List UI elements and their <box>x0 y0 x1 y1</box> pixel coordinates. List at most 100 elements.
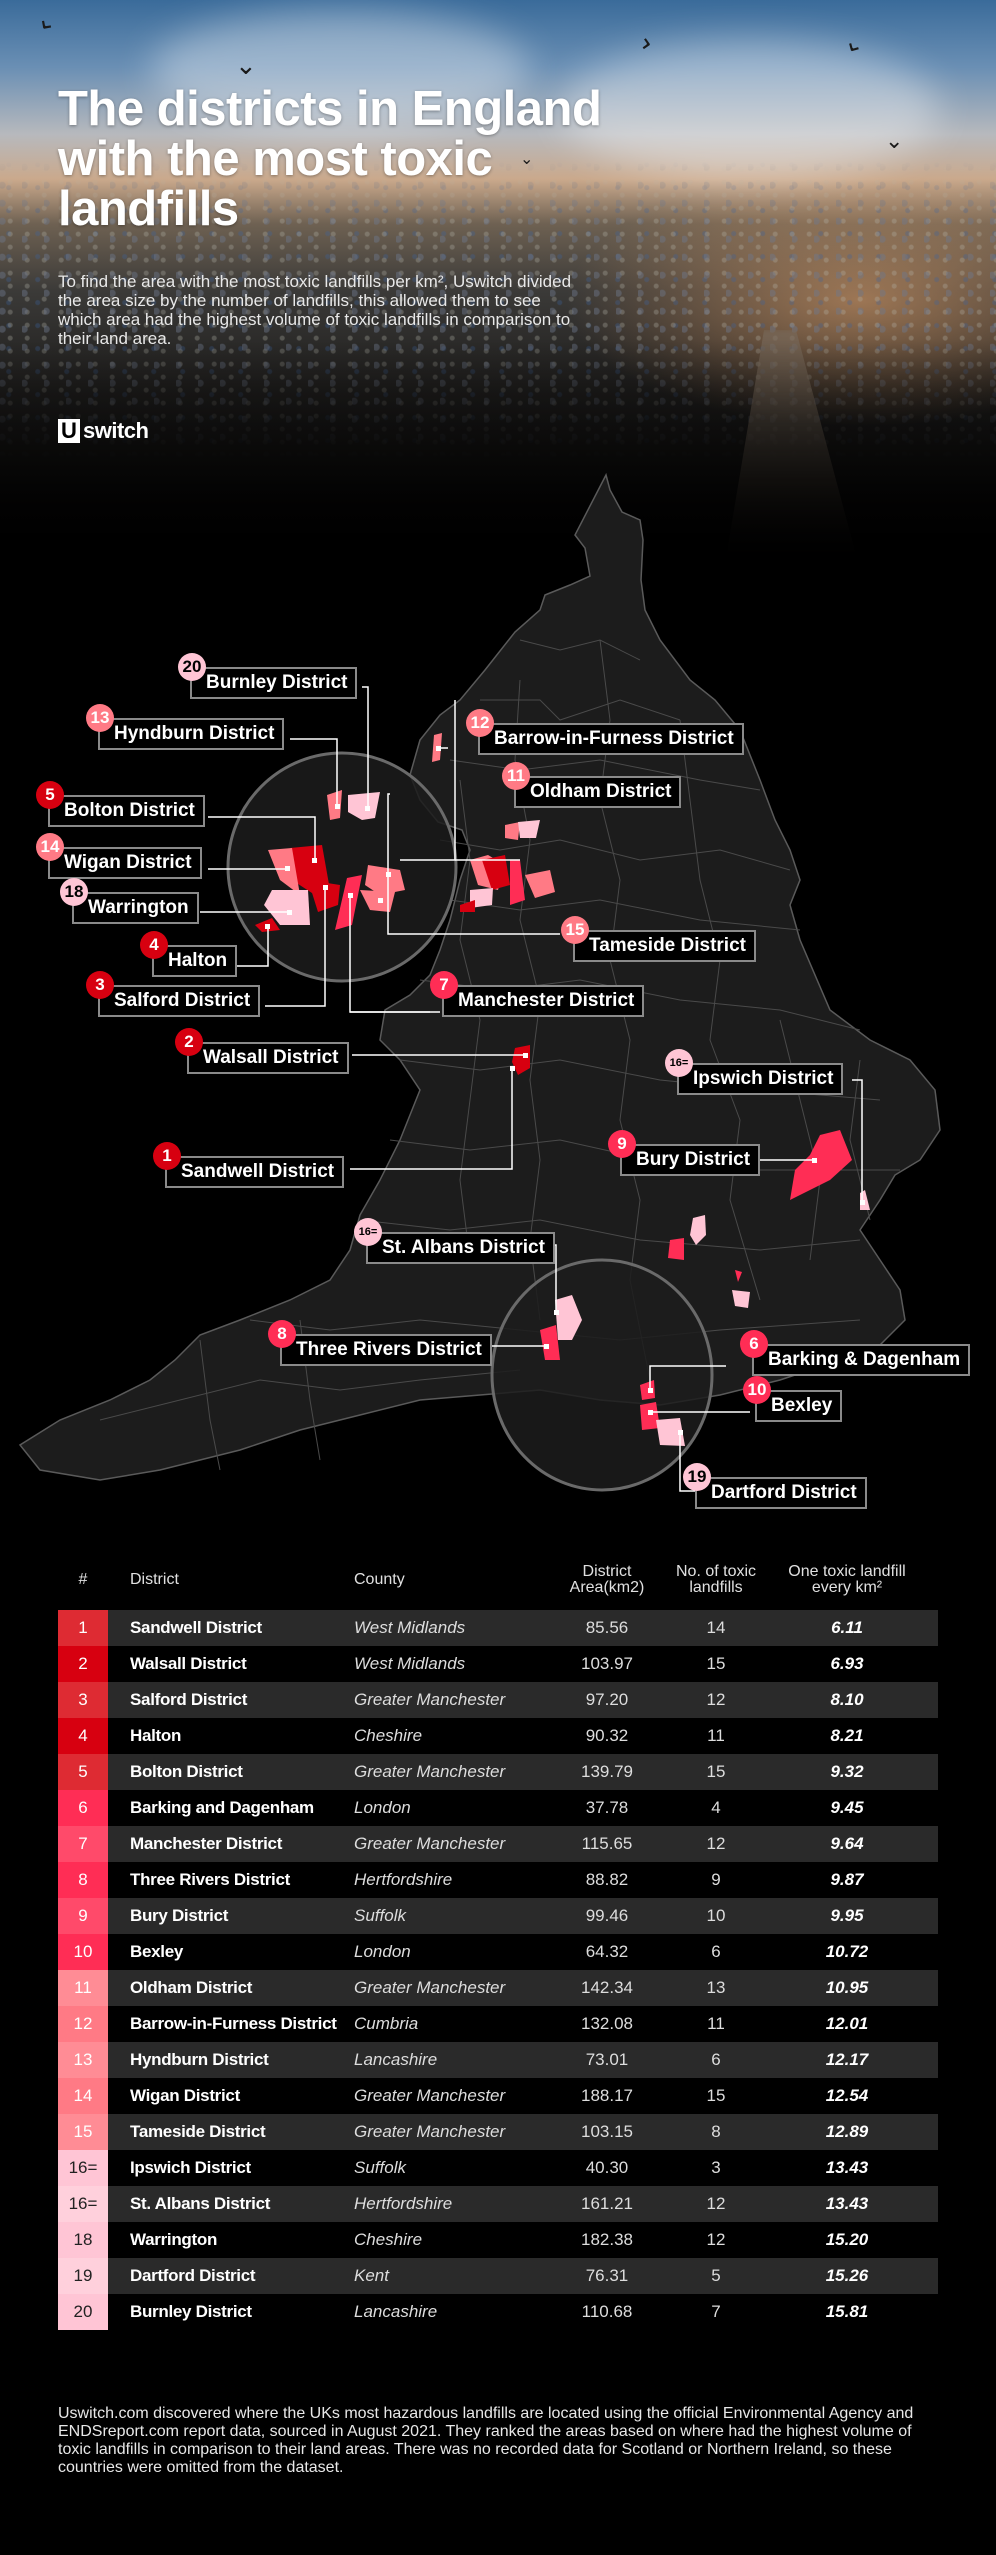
hero-image: ⌄ ⌄ ⌄ ⌄ ⌄ ⌄ <box>0 0 996 560</box>
rank-badge: 15 <box>561 916 589 944</box>
county-cell: Cumbria <box>354 2014 419 2033</box>
area-cell: 64.32 <box>585 1942 629 1961</box>
callout-label: Three Rivers District <box>280 1334 492 1366</box>
callout-salford[interactable]: 3 Salford District <box>86 971 261 1017</box>
count-cell: 15 <box>706 1654 726 1673</box>
county-cell: Cheshire <box>354 2230 423 2249</box>
per-km-cell: 15.20 <box>825 2230 869 2249</box>
rank-cell: 16= <box>58 2186 108 2222</box>
header-per-line2: every km² <box>811 1579 883 1596</box>
county-cell: Cheshire <box>354 1726 423 1745</box>
callout-label: Walsall District <box>187 1042 349 1074</box>
callout-st-albans[interactable]: 16= St. Albans District <box>354 1218 555 1264</box>
rank-badge: 14 <box>36 833 64 861</box>
callout-barrow[interactable]: 12 Barrow-in-Furness District <box>466 709 744 755</box>
header-count-line1: No. of toxic <box>675 1563 757 1580</box>
per-km-cell: 8.10 <box>830 1690 864 1709</box>
rank-cell: 1 <box>58 1610 108 1646</box>
table-row: 8 Three Rivers District Hertfordshire 88.82… <box>58 1862 938 1898</box>
rank-cell: 9 <box>58 1898 108 1934</box>
rank-cell: 7 <box>58 1826 108 1862</box>
callout-dartford[interactable]: 19 Dartford District <box>683 1463 867 1509</box>
county-cell: Greater Manchester <box>354 1690 506 1709</box>
table-row: 16= Ipswich District Suffolk 40.30 3 13.43 <box>58 2150 938 2186</box>
intro-text: To find the area with the most toxic lan… <box>58 272 572 348</box>
callout-ipswich[interactable]: 16= Ipswich District <box>665 1049 844 1095</box>
callout-oldham[interactable]: 11 Oldham District <box>502 762 682 808</box>
rank-badge: 16= <box>665 1049 693 1077</box>
callout-wigan[interactable]: 14 Wigan District <box>36 833 202 879</box>
page-title: The districts in England with the most t… <box>58 82 602 236</box>
header-count: No. of toxic landfills <box>660 1564 772 1596</box>
county-cell: Greater Manchester <box>354 2122 506 2141</box>
uswitch-logo: U switch <box>58 418 149 444</box>
count-cell: 12 <box>706 2230 726 2249</box>
header-area-line1: District <box>582 1563 632 1580</box>
rank-badge: 1 <box>153 1142 181 1170</box>
county-cell: West Midlands <box>354 1618 466 1637</box>
area-cell: 37.78 <box>585 1798 629 1817</box>
callout-halton[interactable]: 4 Halton <box>140 931 238 977</box>
per-km-cell: 10.95 <box>825 1978 869 1997</box>
county-cell: Greater Manchester <box>354 1834 506 1853</box>
per-km-cell: 9.87 <box>830 1870 864 1889</box>
callout-tameside[interactable]: 15 Tameside District <box>561 916 756 962</box>
callout-warrington[interactable]: 18 Warrington <box>60 878 199 924</box>
rank-cell: 3 <box>58 1682 108 1718</box>
rank-cell: 11 <box>58 1970 108 2006</box>
area-cell: 88.82 <box>585 1870 629 1889</box>
callout-barking[interactable]: 6 Barking & Dagenham <box>740 1330 971 1376</box>
per-km-cell: 13.43 <box>825 2194 869 2213</box>
callout-sandwell[interactable]: 1 Sandwell District <box>153 1142 345 1188</box>
rank-cell: 8 <box>58 1862 108 1898</box>
district-cell: Oldham District <box>130 1978 253 1997</box>
table-row: 19 Dartford District Kent 76.31 5 15.26 <box>58 2258 938 2294</box>
district-cell: Three Rivers District <box>130 1870 290 1889</box>
rank-badge: 11 <box>502 762 530 790</box>
table-row: 18 Warrington Cheshire 182.38 12 15.20 <box>58 2222 938 2258</box>
callout-label: Hyndburn District <box>98 718 285 750</box>
leader-lines <box>200 686 863 1492</box>
bird-icon: ⌄ <box>520 151 534 168</box>
count-cell: 12 <box>706 2194 726 2213</box>
callout-bury[interactable]: 9 Bury District <box>608 1130 761 1176</box>
rank-badge: 19 <box>683 1463 711 1491</box>
header-count-line2: landfills <box>689 1579 743 1596</box>
callout-label: Bury District <box>620 1144 761 1176</box>
header-per-line1: One toxic landfill <box>788 1563 906 1580</box>
callout-burnley[interactable]: 20 Burnley District <box>178 653 358 699</box>
callout-label: Burnley District <box>190 667 358 699</box>
callout-bexley[interactable]: 10 Bexley <box>743 1376 843 1422</box>
callout-label: Warrington <box>72 892 199 924</box>
district-cell: Dartford District <box>130 2266 256 2285</box>
area-cell: 103.97 <box>581 1654 633 1673</box>
rank-badge: 6 <box>740 1330 768 1358</box>
london-zoom-circle <box>490 1258 714 1492</box>
callout-label: Barrow-in-Furness District <box>478 723 744 755</box>
county-cell: Greater Manchester <box>354 1978 506 1997</box>
callout-manchester[interactable]: 7 Manchester District <box>430 971 645 1017</box>
rank-cell: 12 <box>58 2006 108 2042</box>
area-cell: 99.46 <box>585 1906 629 1925</box>
rank-cell: 19 <box>58 2258 108 2294</box>
callout-label: Barking & Dagenham <box>752 1344 971 1376</box>
per-km-cell: 9.45 <box>830 1798 864 1817</box>
count-cell: 7 <box>711 2302 721 2321</box>
callout-three-rivers[interactable]: 8 Three Rivers District <box>268 1320 492 1366</box>
callout-bolton[interactable]: 5 Bolton District <box>36 781 205 827</box>
per-km-cell: 10.72 <box>825 1942 869 1961</box>
callout-hyndburn[interactable]: 13 Hyndburn District <box>86 704 285 750</box>
area-cell: 161.21 <box>581 2194 633 2213</box>
callout-label: St. Albans District <box>366 1232 555 1264</box>
callout-label: Bolton District <box>48 795 205 827</box>
table-row: 20 Burnley District Lancashire 110.68 7 15.81 <box>58 2294 938 2330</box>
rank-badge: 18 <box>60 878 88 906</box>
callout-label: Ipswich District <box>677 1063 844 1095</box>
count-cell: 9 <box>711 1870 721 1889</box>
callout-walsall[interactable]: 2 Walsall District <box>175 1028 349 1074</box>
count-cell: 13 <box>706 1978 726 1997</box>
district-cell: Burnley District <box>130 2302 252 2321</box>
rank-cell: 16= <box>58 2150 108 2186</box>
rank-badge: 20 <box>178 653 206 681</box>
per-km-cell: 15.26 <box>825 2266 869 2285</box>
